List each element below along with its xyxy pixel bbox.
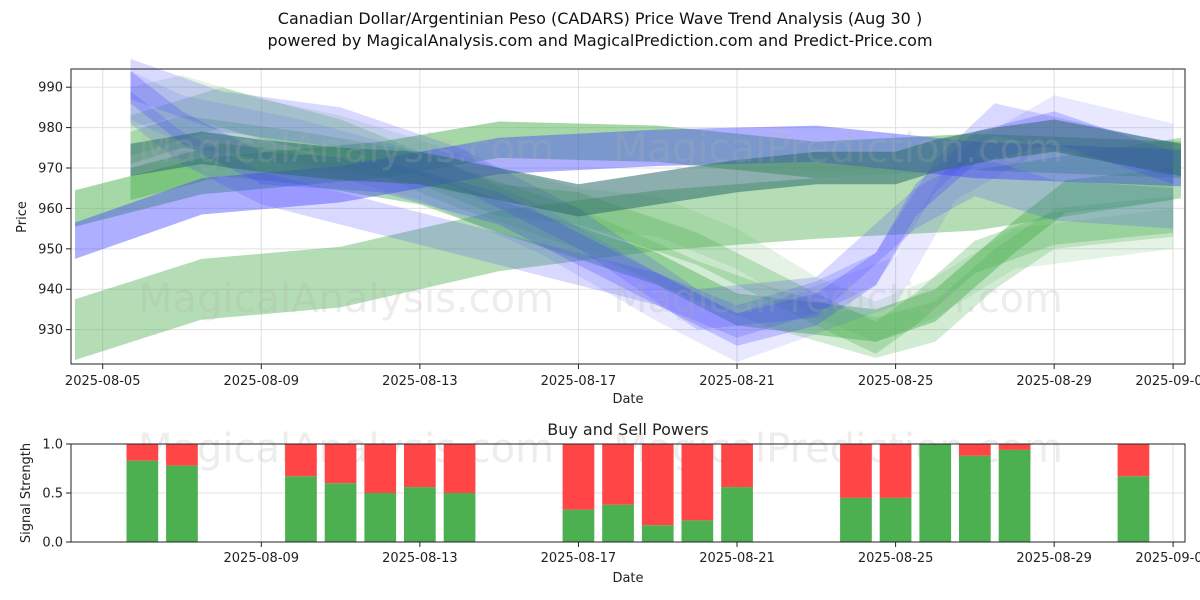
chart-title-line-1: Canadian Dollar/Argentinian Peso (CADARS… [277, 9, 923, 28]
sell-power-bar [126, 444, 159, 461]
blue-wave-3 [130, 91, 1174, 338]
buy-power-bar [364, 493, 397, 542]
price-x-tick-label: 2025-08-17 [541, 374, 617, 389]
buy-sell-x-tick-label: 2025-08-21 [699, 551, 775, 566]
blue-wave-2 [130, 71, 1174, 346]
blue-wave-4 [130, 58, 1174, 330]
price-y-tick-label: 970 [38, 162, 63, 177]
teal-wave-1 [130, 119, 1181, 217]
price-x-tick-label: 2025-08-05 [65, 374, 141, 389]
watermark-analysis-mid: MagicalAnalysis.com [138, 276, 554, 322]
sell-power-bar [879, 444, 912, 498]
buy-sell-y-axis-label: Signal Strength [19, 443, 34, 543]
sell-power-bar [285, 444, 317, 477]
buy-sell-x-axis-label: Date [612, 571, 643, 586]
watermark-prediction-bottom: MagicalPrediction.com [613, 426, 1063, 472]
chart-title-line-2: powered by MagicalAnalysis.com and Magic… [267, 31, 933, 50]
sell-power-bar [602, 444, 634, 505]
green-wave-6 [130, 75, 1174, 342]
buy-power-bar [641, 525, 674, 542]
buy-power-bar [721, 487, 753, 542]
buy-sell-title: Buy and Sell Powers [547, 420, 709, 439]
price-y-tick-label: 980 [38, 121, 63, 136]
watermark-prediction-top: MagicalPrediction.com [613, 126, 1063, 172]
sell-power-bar [1117, 444, 1150, 477]
buy-sell-x-tick-label: 2025-08-13 [382, 551, 458, 566]
price-y-axis-ticks: 930 940 950 960 970 980 990 [38, 81, 71, 338]
buy-sell-y-tick-label: 0.5 [42, 487, 63, 502]
buy-power-bar [443, 493, 476, 542]
sell-power-bar [959, 444, 991, 456]
sell-power-bar [166, 444, 198, 466]
buy-power-bar [404, 487, 436, 542]
buy-sell-x-tick-label: 2025-08-17 [541, 551, 617, 566]
buy-sell-x-tick-label: 2025-09-01 [1135, 551, 1200, 566]
price-x-axis-label: Date [612, 392, 643, 407]
buy-power-bar [959, 455, 991, 542]
sell-power-bar [641, 444, 674, 526]
sell-power-bar [998, 444, 1031, 450]
sell-power-bar [681, 444, 714, 521]
buy-power-bar [602, 504, 634, 542]
price-y-tick-label: 940 [38, 283, 63, 298]
price-x-tick-label: 2025-08-13 [382, 374, 458, 389]
sell-power-bar [721, 444, 753, 488]
sell-power-bar [840, 444, 872, 498]
buy-power-bar [1117, 476, 1150, 542]
price-y-tick-label: 990 [38, 81, 63, 96]
buy-sell-bars [126, 444, 1150, 542]
buy-sell-y-axis-ticks: 0.0 0.5 1.0 [42, 438, 71, 551]
buy-power-bar [919, 444, 952, 542]
price-y-tick-label: 930 [38, 323, 63, 338]
buy-power-bar [166, 465, 198, 542]
watermark-prediction-mid: MagicalPrediction.com [613, 276, 1063, 322]
buy-power-bar [840, 497, 872, 542]
price-x-tick-label: 2025-08-29 [1016, 374, 1092, 389]
price-y-tick-label: 960 [38, 202, 63, 217]
green-wave-3 [130, 143, 1174, 342]
sell-power-bar [324, 444, 357, 484]
blue-wave-5 [130, 71, 1174, 362]
price-x-tick-label: 2025-08-25 [858, 374, 934, 389]
sell-power-bar [443, 444, 476, 493]
sell-power-bar [562, 444, 595, 510]
price-wave-plot: MagicalAnalysis.com MagicalPrediction.co… [15, 58, 1200, 407]
price-x-tick-label: 2025-09-01 [1135, 374, 1200, 389]
buy-sell-x-tick-label: 2025-08-29 [1016, 551, 1092, 566]
sell-power-bar [364, 444, 397, 493]
price-wave-bands [75, 58, 1181, 362]
watermark-analysis-top: MagicalAnalysis.com [138, 126, 554, 172]
buy-sell-x-tick-label: 2025-08-25 [858, 551, 934, 566]
price-y-axis-label: Price [15, 201, 30, 233]
sell-power-bar [404, 444, 436, 488]
buy-power-bar [681, 520, 714, 542]
buy-power-bar [879, 497, 912, 542]
buy-power-bar [562, 509, 595, 542]
green-wave-1 [75, 137, 1181, 360]
price-x-tick-label: 2025-08-09 [224, 374, 300, 389]
green-wave-2 [75, 121, 1181, 227]
price-y-tick-label: 950 [38, 242, 63, 257]
price-plot-frame [70, 68, 1186, 365]
price-x-axis-ticks: 2025-08-05 2025-08-09 2025-08-13 2025-08-17… [65, 364, 1200, 389]
buy-power-bar [285, 476, 317, 542]
buy-sell-y-tick-label: 1.0 [42, 438, 63, 453]
price-x-tick-label: 2025-08-21 [699, 374, 775, 389]
buy-sell-x-tick-label: 2025-08-09 [224, 551, 300, 566]
buy-sell-y-tick-label: 0.0 [42, 536, 63, 551]
buy-power-bar [126, 460, 159, 542]
buy-sell-x-axis-ticks: 2025-08-09 2025-08-13 2025-08-17 2025-08-21… [224, 542, 1200, 566]
buy-power-bar [324, 483, 357, 542]
buy-sell-powers-plot: Buy and Sell Powers MagicalAnalysis.com … [19, 420, 1200, 586]
buy-power-bar [998, 449, 1031, 542]
price-plot-background [71, 69, 1185, 364]
